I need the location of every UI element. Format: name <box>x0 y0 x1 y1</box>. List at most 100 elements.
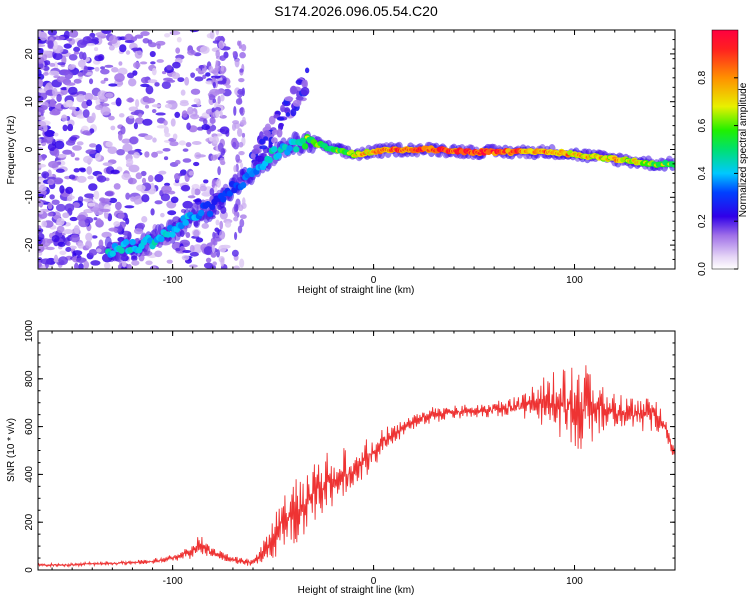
spectrogram-streak-blob <box>284 96 294 102</box>
spectrogram-y-tick-label: -20 <box>24 237 35 252</box>
spectrogram-noise-blob <box>61 114 68 122</box>
spectrogram-noise-blob <box>115 97 122 107</box>
spectrogram-noise-blob <box>208 65 214 73</box>
snr-y-ticks: 0 200 400 600 800 1000 <box>24 319 675 573</box>
spectrogram-noise-blob <box>215 30 220 36</box>
spectrogram-noise-blob <box>47 202 53 210</box>
spectrogram-noise-blob <box>151 109 157 114</box>
spectrogram-noise-blob <box>136 222 146 229</box>
spectrogram-streak-blob <box>276 128 283 138</box>
spectrogram-noise-blob <box>104 64 114 68</box>
spectrogram-noise-blob <box>56 218 65 226</box>
spectrogram-noise-blob <box>145 85 154 95</box>
spectrogram-noise-blob <box>155 112 166 116</box>
spectrogram-noise-blob <box>198 65 205 69</box>
spectrogram-noise-blob <box>68 53 78 61</box>
spectrogram-noise-blob <box>87 202 96 207</box>
spectrogram-noise-blob <box>98 239 104 249</box>
spectrogram-noise-blob <box>163 120 168 126</box>
spectrogram-noise-blob <box>100 80 106 84</box>
spectrogram-ridge-halo <box>143 243 151 256</box>
spectrogram-noise-blob <box>189 30 200 33</box>
spectrogram-noise-blob <box>239 214 247 220</box>
spectrogram-noise-blob <box>124 40 135 44</box>
spectrogram-streak-blob <box>268 115 276 125</box>
spectrogram-noise-blob <box>49 98 56 108</box>
spectrogram-noise-blob <box>195 154 207 158</box>
spectrogram-noise-blob <box>175 247 181 252</box>
spectrogram-noise-blob <box>38 185 47 192</box>
spectrogram-noise-blob <box>87 175 94 180</box>
spectrogram-noise-blob <box>147 79 158 84</box>
spectrogram-ridge-mark <box>275 152 282 159</box>
spectrogram-noise-blob <box>215 219 220 226</box>
spectrogram-noise-blob <box>73 168 80 173</box>
spectrogram-noise-blob <box>154 250 163 258</box>
spectrogram-noise-blob <box>205 257 212 263</box>
spectrogram-noise-blob <box>75 257 87 263</box>
spectrogram-noise-blob <box>67 123 74 132</box>
spectrogram-y-tick-label: 10 <box>24 96 35 108</box>
spectrogram-noise-blob <box>233 265 240 269</box>
spectrogram-noise-blob <box>149 50 156 58</box>
spectrogram-noise-blob <box>182 200 193 209</box>
spectrogram-noise-blob <box>231 123 237 131</box>
spectrogram-noise-blob <box>102 162 113 167</box>
spectrogram-noise-blob <box>220 257 225 267</box>
spectrogram-noise-blob <box>47 212 54 217</box>
spectrogram-noise-blob <box>57 241 66 247</box>
spectrogram-noise-blob <box>76 214 87 222</box>
snr-y-tick-label: 1000 <box>24 319 35 342</box>
spectrogram-noise-blob <box>154 174 164 183</box>
spectrogram-noise-blob <box>57 62 66 66</box>
spectrogram-noise-blob <box>41 220 48 228</box>
spectrogram-noise-blob <box>63 30 71 39</box>
spectrogram-noise-blob <box>217 166 221 176</box>
spectrogram-noise-blob <box>47 30 58 36</box>
snr-x-ticks: -100 0 100 <box>51 331 676 587</box>
colorbar: 0.0 0.2 0.4 0.6 0.8 Normalized spectral ampl… <box>697 29 749 276</box>
spectrogram-streak-blob <box>278 122 285 128</box>
spectrogram-noise-blob <box>178 140 186 146</box>
spectrogram-noise-blob <box>239 258 245 268</box>
spectrogram-noise-blob <box>54 140 65 150</box>
spectrogram-noise-blob <box>185 142 192 148</box>
spectrogram-noise-blob <box>214 89 226 95</box>
spectrogram-ridge-mark <box>239 182 247 189</box>
figure-title: S174.2026.096.05.54.C20 <box>274 3 438 19</box>
spectrogram-noise-blob <box>84 208 91 213</box>
spectrogram-noise-blob <box>131 47 142 51</box>
spectrogram-noise-blob <box>73 225 80 234</box>
spectrogram-ridge-mark <box>158 235 165 243</box>
spectrogram-noise-blob <box>104 191 114 197</box>
spectrogram-noise-blob <box>110 125 116 131</box>
spectrogram-noise-blob <box>193 229 200 237</box>
spectrogram-noise-blob <box>146 97 156 104</box>
spectrogram-noise-blob <box>133 152 140 159</box>
spectrogram-noise-blob <box>233 216 239 222</box>
spectrogram-streak-blob <box>263 136 269 141</box>
spectrogram-streak-blob <box>292 99 302 107</box>
spectrogram-noise-blob <box>134 49 143 59</box>
spectrogram-noise-blob <box>66 241 71 247</box>
spectrogram-noise-blob <box>62 149 73 155</box>
spectrogram-ridge-mark <box>266 156 273 164</box>
spectrogram-noise-blob <box>85 240 93 249</box>
spectrogram-noise-blob <box>212 135 220 145</box>
spectrogram-noise-blob <box>45 246 55 251</box>
spectrogram-noise-blob <box>215 49 220 58</box>
spectrogram-noise-blob <box>52 177 64 185</box>
spectrogram-noise-blob <box>140 170 147 177</box>
spectrogram-noise-blob <box>166 64 173 71</box>
spectrogram-noise-blob <box>189 251 199 257</box>
spectrogram-noise-blob <box>38 73 45 81</box>
spectrogram-noise-blob <box>52 40 58 50</box>
spectrogram-noise-blob <box>38 230 43 235</box>
colorbar-tick-label: 0.4 <box>697 166 708 180</box>
spectrogram-noise-blob <box>62 229 74 235</box>
spectrogram-noise-blob <box>135 172 143 180</box>
spectrogram-noise-blob <box>105 141 113 148</box>
spectrogram-noise-blob <box>53 132 59 137</box>
spectrogram-noise-blob <box>52 52 63 61</box>
